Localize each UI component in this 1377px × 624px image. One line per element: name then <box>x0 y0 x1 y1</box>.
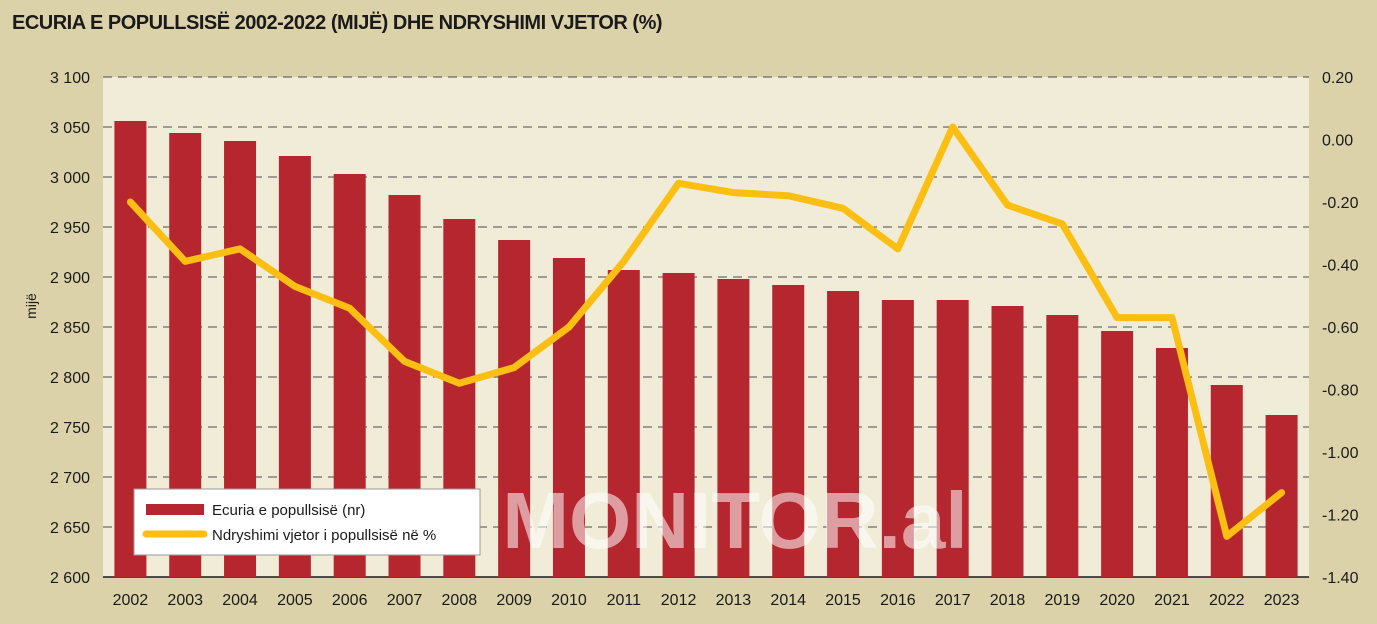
right-tick-label: -1.20 <box>1322 508 1359 525</box>
x-tick-label: 2004 <box>222 592 258 609</box>
x-tick-label: 2008 <box>442 592 478 609</box>
right-axis-ticks: 0.20 0.00 -0.20 -0.40 -0.60 -0.80 -1.00 -1.20 -1… <box>1322 70 1359 587</box>
x-tick-label: 2016 <box>880 592 916 609</box>
y-axis-label: mijë <box>23 293 39 319</box>
left-tick-label: 2 600 <box>50 570 90 587</box>
legend-label-line: Ndryshimi vjetor i popullsisë në % <box>212 527 436 544</box>
x-axis-ticks: 2002 2003 2004 2005 2006 2007 2008 2009 2010 2011… <box>113 592 1300 609</box>
x-tick-label: 2020 <box>1099 592 1135 609</box>
bar <box>991 306 1024 577</box>
legend-bar-swatch <box>146 504 204 515</box>
line-series <box>126 123 1286 540</box>
bar <box>662 273 695 577</box>
x-tick-label: 2005 <box>277 592 313 609</box>
chart-title: ECURIA E POPULLSISË 2002-2022 (MIJË) DHE… <box>12 12 663 34</box>
bar <box>717 279 750 577</box>
left-tick-label: 2 750 <box>50 420 90 437</box>
left-tick-label: 2 950 <box>50 220 90 237</box>
x-tick-label: 2009 <box>496 592 532 609</box>
x-tick-label: 2015 <box>825 592 861 609</box>
x-tick-label: 2014 <box>770 592 806 609</box>
bar <box>1046 315 1079 577</box>
x-tick-label: 2022 <box>1209 592 1245 609</box>
left-tick-label: 2 900 <box>50 270 90 287</box>
x-tick-label: 2017 <box>935 592 971 609</box>
x-tick-label: 2018 <box>990 592 1026 609</box>
bar <box>498 240 531 577</box>
x-tick-label: 2019 <box>1045 592 1081 609</box>
bar <box>607 270 640 577</box>
right-tick-label: -0.60 <box>1322 320 1359 337</box>
bar <box>936 300 969 577</box>
right-tick-label: 0.00 <box>1322 133 1353 150</box>
bar <box>772 285 805 577</box>
x-tick-label: 2013 <box>716 592 752 609</box>
x-tick-label: 2012 <box>661 592 697 609</box>
right-tick-label: -0.80 <box>1322 383 1359 400</box>
x-tick-label: 2007 <box>387 592 423 609</box>
right-tick-label: -1.40 <box>1322 570 1359 587</box>
left-tick-label: 2 850 <box>50 320 90 337</box>
left-tick-label: 3 100 <box>50 70 90 87</box>
legend: Ecuria e popullsisë (nr) Ndryshimi vjeto… <box>133 488 481 556</box>
left-tick-label: 3 000 <box>50 170 90 187</box>
x-tick-label: 2011 <box>607 592 642 609</box>
left-tick-label: 3 050 <box>50 120 90 137</box>
bar <box>1155 348 1188 577</box>
left-tick-label: 2 700 <box>50 470 90 487</box>
x-tick-label: 2021 <box>1154 592 1190 609</box>
right-tick-label: -1.00 <box>1322 445 1359 462</box>
left-axis-ticks: 3 100 3 050 3 000 2 950 2 900 2 850 2 800 2 750… <box>50 70 90 587</box>
x-tick-label: 2006 <box>332 592 368 609</box>
legend-label-bars: Ecuria e popullsisë (nr) <box>212 502 365 519</box>
bar <box>881 300 914 577</box>
left-tick-label: 2 800 <box>50 370 90 387</box>
bar <box>1101 331 1134 577</box>
x-tick-label: 2002 <box>113 592 149 609</box>
bar <box>827 291 860 577</box>
x-tick-label: 2003 <box>167 592 203 609</box>
right-tick-label: 0.20 <box>1322 70 1353 87</box>
x-tick-label: 2023 <box>1264 592 1300 609</box>
right-tick-label: -0.40 <box>1322 258 1359 275</box>
left-tick-label: 2 650 <box>50 520 90 537</box>
right-tick-label: -0.20 <box>1322 195 1359 212</box>
watermark: MONITOR.al <box>502 476 967 565</box>
x-tick-label: 2010 <box>551 592 587 609</box>
